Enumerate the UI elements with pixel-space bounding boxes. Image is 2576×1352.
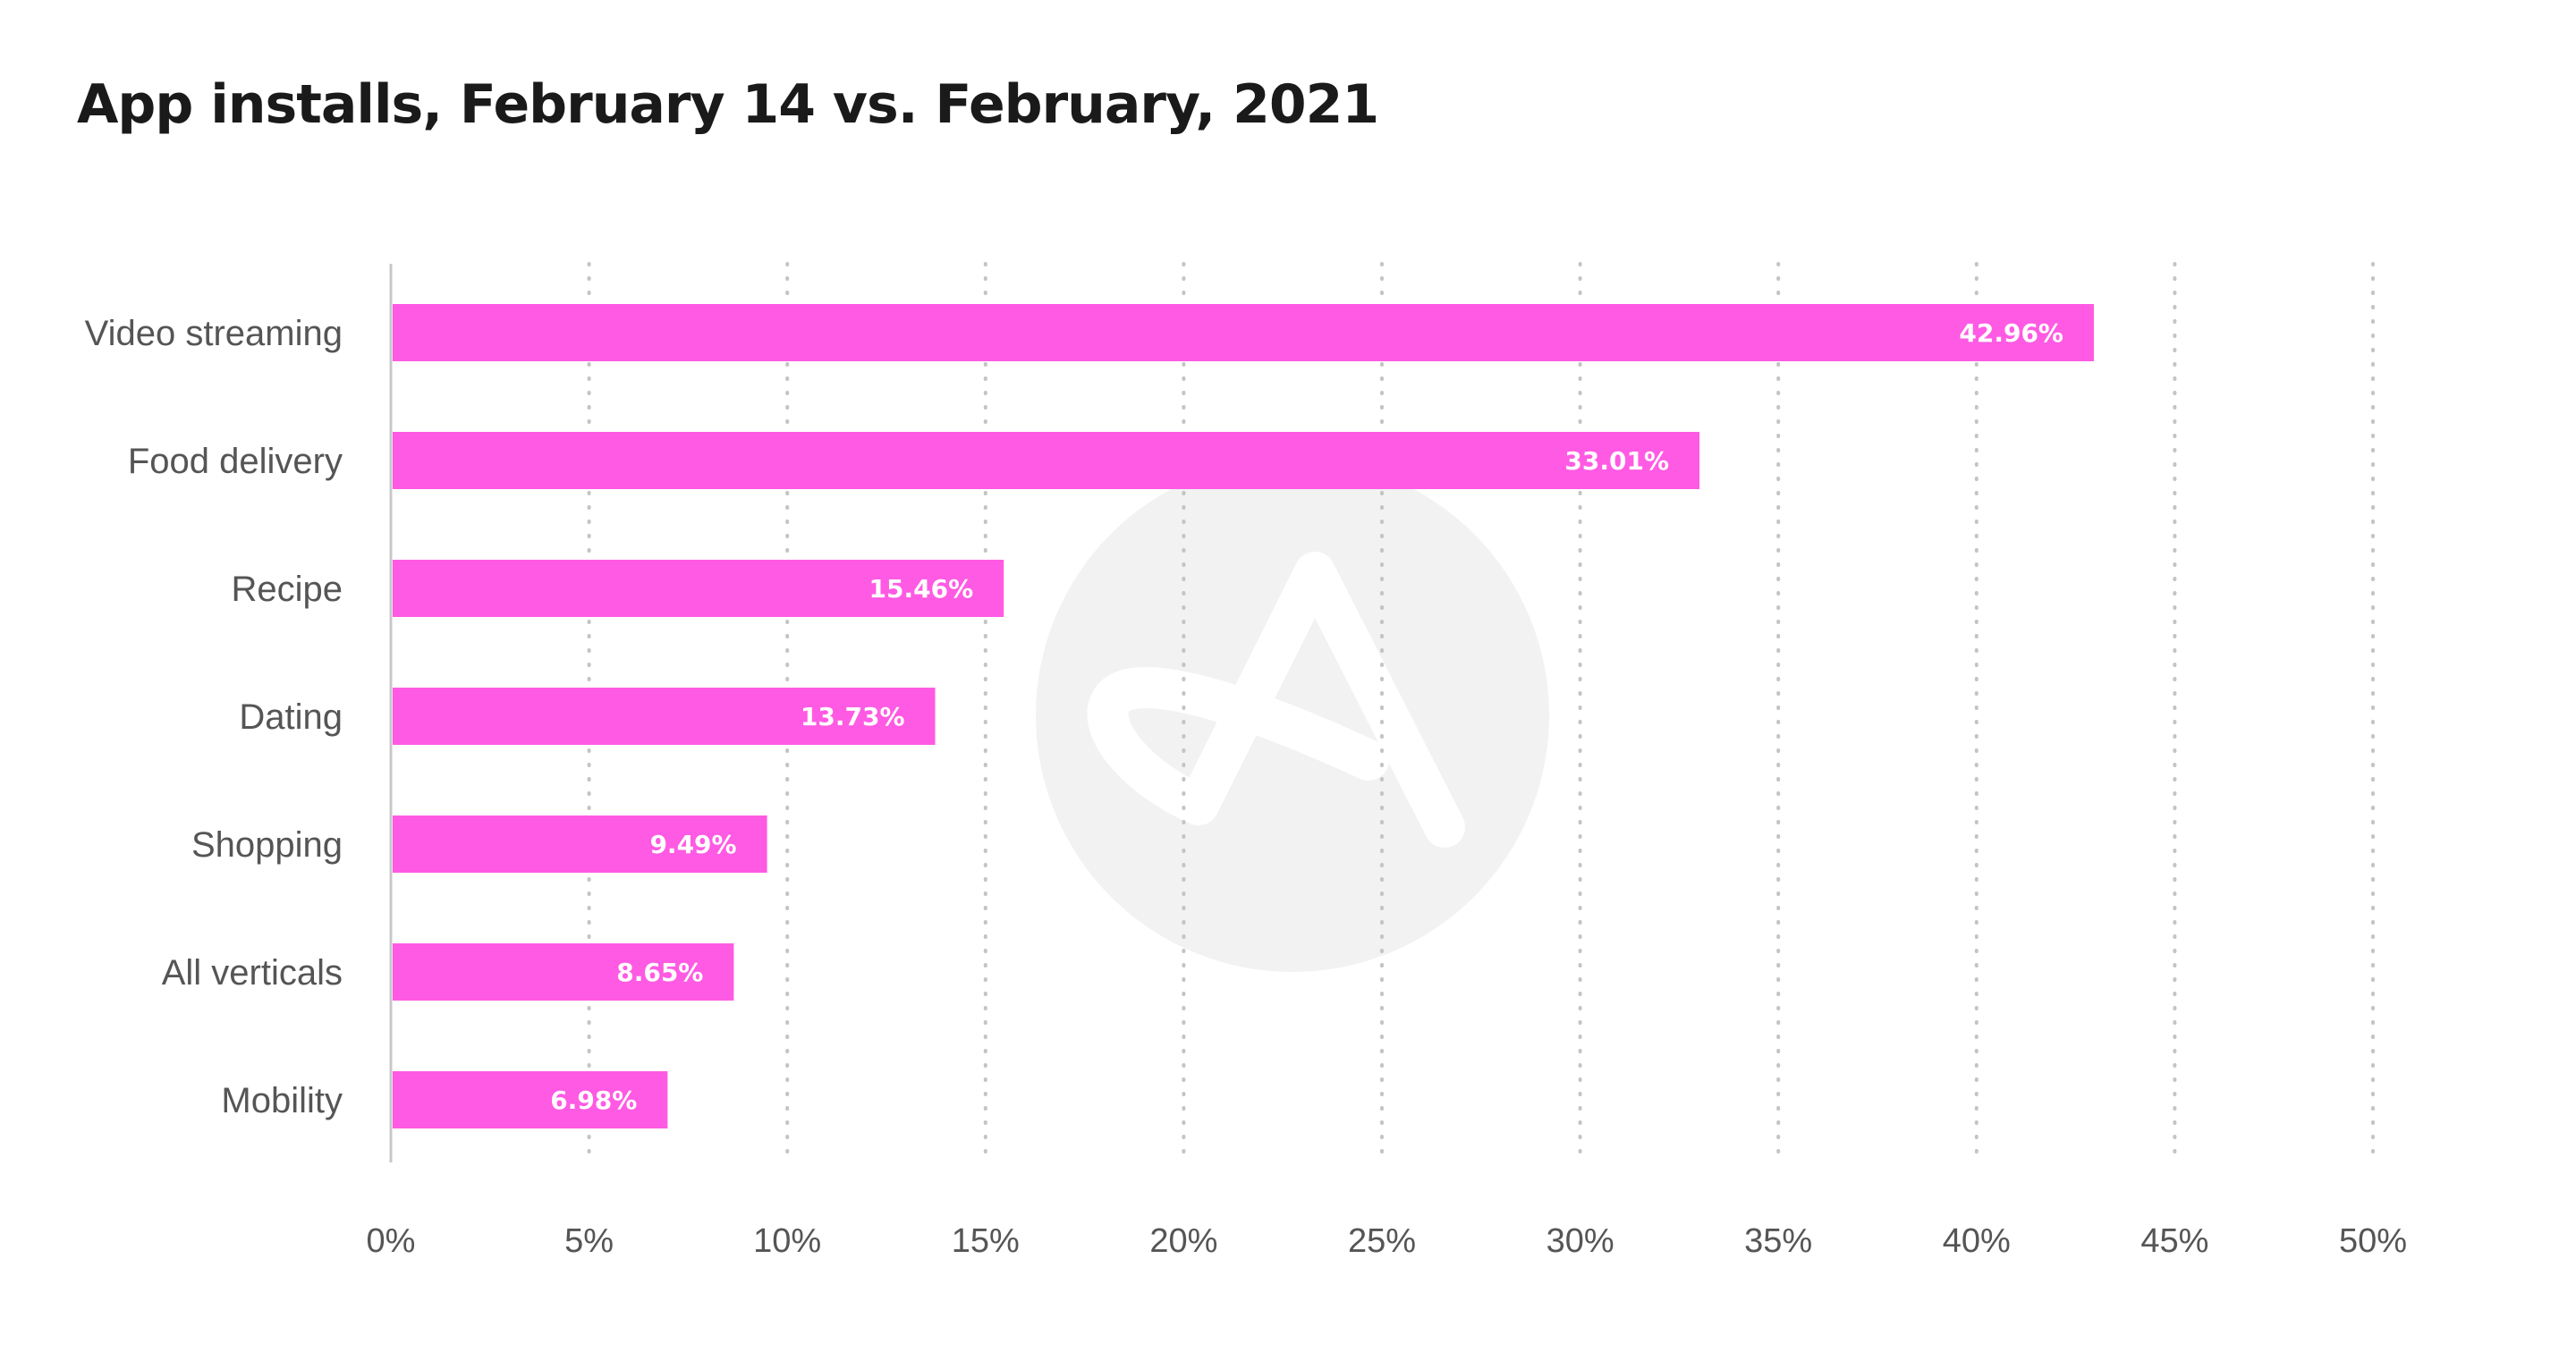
x-tick-label: 15%: [952, 1222, 1020, 1260]
category-label: Dating: [239, 697, 343, 737]
category-label: All verticals: [162, 953, 343, 993]
bar: [393, 943, 734, 1001]
category-label: Food delivery: [128, 442, 343, 481]
x-tick-label: 50%: [2339, 1222, 2407, 1260]
data-label: 13.73%: [801, 702, 905, 731]
bar: [393, 815, 767, 873]
data-label: 33.01%: [1564, 446, 1669, 476]
data-label: 9.49%: [649, 830, 736, 859]
category-label: Shopping: [191, 825, 343, 865]
x-tick-label: 20%: [1149, 1222, 1217, 1260]
x-tick-label: 40%: [1943, 1222, 2011, 1260]
x-axis-tick-labels: 0% 5% 10% 15% 20% 25% 30% 35% 40% 45% 50%: [367, 1222, 2407, 1260]
category-label: Video streaming: [85, 314, 343, 353]
x-tick-label: 5%: [564, 1222, 614, 1260]
category-labels: Video streaming Food delivery Recipe Dating…: [85, 314, 343, 1120]
bars: 42.96% 33.01% 15.46% 13.73% 9.49% 8.65% 6.98%: [393, 304, 2094, 1128]
bar: [393, 560, 1004, 617]
x-tick-label: 30%: [1546, 1222, 1614, 1260]
x-tick-label: 35%: [1744, 1222, 1812, 1260]
x-tick-label: 25%: [1348, 1222, 1416, 1260]
bar: [393, 432, 1700, 489]
data-label: 42.96%: [1959, 318, 2063, 348]
bar: [393, 304, 2094, 361]
x-tick-label: 10%: [753, 1222, 821, 1260]
data-label: 8.65%: [616, 958, 703, 987]
chart-title: App installs, February 14 vs. February, …: [77, 73, 1379, 136]
x-tick-label: 45%: [2140, 1222, 2208, 1260]
category-label: Mobility: [221, 1081, 343, 1120]
bar: [393, 1071, 668, 1128]
x-tick-label: 0%: [367, 1222, 416, 1260]
logo-watermark: [1036, 459, 1549, 972]
category-label: Recipe: [231, 570, 343, 609]
data-label: 6.98%: [550, 1086, 637, 1115]
data-label: 15.46%: [869, 574, 974, 604]
bar: [393, 688, 936, 745]
